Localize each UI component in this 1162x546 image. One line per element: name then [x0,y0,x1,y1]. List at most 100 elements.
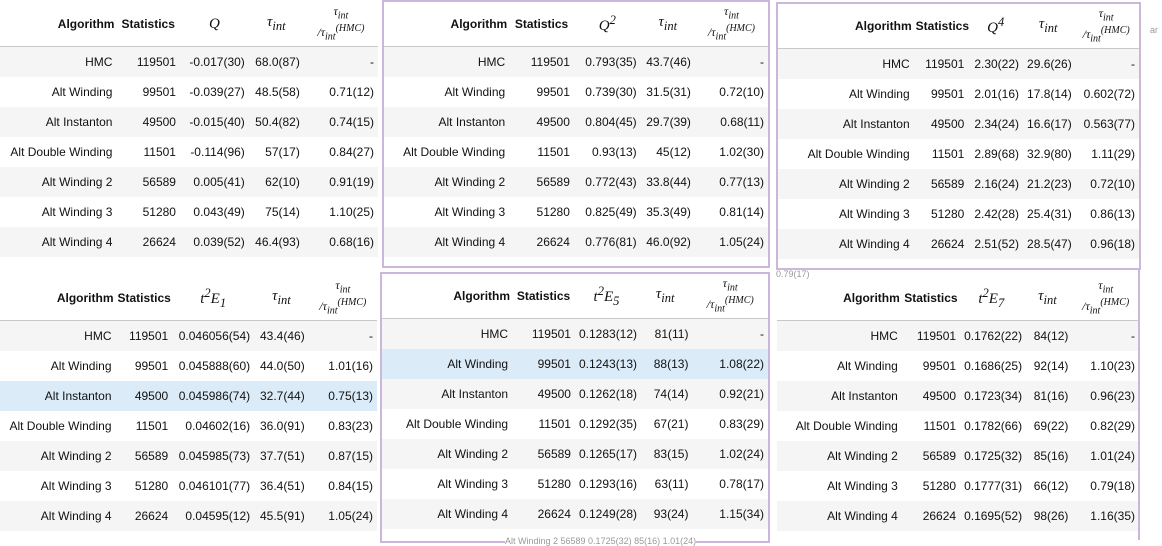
results-table: Algorithm Statistics Q2 τint τint/τint(HMC) H… [384,2,768,257]
cell-statistics: 56589 [901,441,961,471]
cell-value: 0.04595(12) [172,501,255,531]
cell-algorithm: Alt Winding 4 [778,229,914,259]
cell-statistics: 51280 [134,479,169,493]
cell-algorithm: HMC [0,320,116,351]
cell-ratio: - [1073,48,1139,79]
cell-algorithm: Alt Winding 4 [382,499,513,529]
table-row: Alt Winding 3 51280 0.1293(16) 63(11) 0.78(1… [382,469,768,499]
cell-tau: 37.7(51) [254,441,309,471]
cell-algorithm: Alt Winding 3 [40,479,112,493]
cell-ratio: 0.96(23) [1072,381,1139,411]
cell-value: 0.1695(52) [960,501,1023,531]
column-header-tau-ratio: τint/τint(HMC) [308,276,377,321]
cell-tau: 45(12) [656,145,691,159]
cell-ratio: 0.87(15) [308,441,377,471]
cell-ratio: 0.91(19) [303,167,378,197]
cell-ratio: 1.08(22) [692,349,768,379]
table-row: Alt Winding 4 26624 0.04595(12) 45.5(91) 1.0… [0,501,377,531]
cell-tau: 88(13) [637,349,693,379]
cell-statistics: 99501 [134,359,169,373]
cell-value: 0.04602(16) [185,419,251,433]
cell-tau: 92(14) [1033,359,1069,373]
column-header-metric: Q2 [573,2,641,47]
cell-algorithm: Alt Winding [837,359,898,373]
cell-statistics: 26624 [115,501,173,531]
cell-statistics: 51280 [142,205,176,219]
cell-ratio: 1.05(24) [694,227,768,257]
cell-ratio: 1.02(24) [692,439,768,469]
header-row: Algorithm Statistics t2E5 τint τint/τint(HMC… [382,274,768,319]
cell-value: 2.01(16) [974,87,1020,101]
table-row: Alt Double Winding 11501 0.1782(66) 69(22) 0… [777,411,1139,441]
table-row: Alt Instanton 49500 0.1723(34) 81(16) 0.96(2… [777,381,1139,411]
table-row: Alt Winding 2 56589 0.045985(73) 37.7(51) 0.… [0,441,377,471]
header-row: Algorithm Statistics t2E7 τint τint/τint(HMC… [777,276,1139,321]
cell-tau: 63(11) [654,477,689,491]
cell-statistics: 56589 [509,167,574,197]
cell-statistics: 99501 [922,359,957,373]
table-row: Alt Winding 3 51280 0.046101(77) 36.4(51) 0.… [0,471,377,501]
table-row: Alt Winding 3 51280 2.42(28) 25.4(31) 0.86(1… [778,199,1139,229]
cell-algorithm: Alt Winding 3 [434,205,506,219]
cell-tau: 29.7(39) [640,107,695,137]
cell-ratio: 0.81(14) [719,205,764,219]
cell-algorithm: Alt Winding [848,87,910,101]
cell-algorithm: Alt Instanton [0,107,117,137]
cell-statistics: 99501 [536,85,570,99]
cell-value: 0.043(49) [193,205,245,219]
cell-value: 0.776(81) [573,227,641,257]
table-row: Alt Winding 4 26624 0.1695(52) 98(26) 1.16(3… [777,501,1139,531]
cell-value: 0.793(35) [573,46,641,77]
cell-tau: 32.9(80) [1027,147,1072,161]
header-row: Algorithm Statistics t2E1 τint τint/τint(HMC… [0,276,377,321]
cell-ratio: 0.78(17) [719,477,764,491]
results-table: Algorithm Statistics Q4 τint τint/τint(HMC) H… [778,4,1139,259]
cell-algorithm: Alt Winding [51,85,113,99]
cell-statistics: 119501 [115,320,173,351]
fragment-text-edge: ar [1150,25,1159,35]
cell-statistics: 49500 [116,107,180,137]
results-table: Algorithm Statistics t2E5 τint τint/τint(HMC… [382,274,768,529]
cell-value: 0.1725(32) [960,441,1023,471]
table-row: Alt Winding 2 56589 0.1725(32) 85(16) 1.01(2… [777,441,1139,471]
frame-line [1138,270,1140,540]
column-header-metric: Q [179,2,249,47]
cell-algorithm: HMC [382,318,513,349]
cell-algorithm: HMC [777,320,902,351]
cell-tau: 67(21) [653,417,689,431]
column-header-algorithm: Algorithm [382,274,513,319]
cell-tau: 93(24) [637,499,693,529]
cell-value: 0.1292(35) [578,417,638,431]
table-row: Alt Double Winding 11501 -0.114(96) 57(17) 0… [0,137,378,167]
cell-tau: 50.4(82) [248,107,304,137]
cell-value: 2.34(24) [968,109,1024,139]
column-header-tau-ratio: τint/τint(HMC) [303,2,378,47]
column-header-tau: τint [1022,276,1073,321]
cell-ratio: 0.72(10) [719,85,764,99]
cell-value: 0.1249(28) [574,499,638,529]
cell-ratio: - [692,318,768,349]
cell-algorithm: Alt Winding 2 [0,441,116,471]
table-panel-q4: Algorithm Statistics Q4 τint τint/τint(HMC) H… [776,2,1141,270]
cell-value: 0.1243(13) [574,349,638,379]
header-row: Algorithm Statistics Q4 τint τint/τint(HMC) [778,4,1139,49]
column-header-algorithm: Algorithm [0,2,117,47]
cell-tau: 17.8(14) [1027,87,1072,101]
cell-value: 0.1293(16) [578,477,638,491]
cell-tau: 43.7(46) [640,46,695,77]
cell-tau: 46.4(93) [248,227,304,257]
cell-tau: 84(12) [1022,320,1073,351]
cell-algorithm: Alt Instanton [0,381,116,411]
table-row: Alt Instanton 49500 -0.015(40) 50.4(82) 0.74… [0,107,378,137]
cell-value: 0.1265(17) [574,439,638,469]
cell-tau: 43.4(46) [254,320,309,351]
cell-value: 0.1762(22) [960,320,1023,351]
cell-tau: 25.4(31) [1027,207,1072,221]
column-header-statistics: Statistics [116,2,180,47]
cell-algorithm: Alt Instanton [384,107,510,137]
cell-algorithm: Alt Winding 3 [838,207,910,221]
cell-statistics: 11501 [923,419,957,433]
table-panel-t2e7: Algorithm Statistics t2E7 τint τint/τint(HMC… [777,276,1139,541]
column-header-tau: τint [637,274,693,319]
table-row: Alt Instanton 49500 0.1262(18) 74(14) 0.92(2… [382,379,768,409]
